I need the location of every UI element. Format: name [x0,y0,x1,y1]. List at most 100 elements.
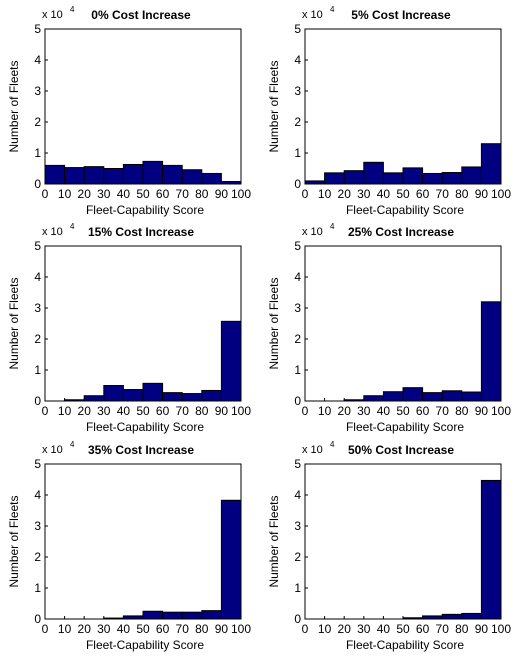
histogram-bar [64,167,85,185]
x-axis-label: Fleet-Capability Score [346,420,464,434]
y-axis-exponent: 4 [330,440,335,449]
histogram-bar [142,610,164,620]
x-axis-label: Fleet-Capability Score [86,638,204,652]
x-tick-label: 20 [78,187,92,201]
histogram-bar [422,172,443,185]
x-tick-label: 100 [491,404,511,418]
y-tick-label: 0 [294,612,301,626]
y-axis-exponent: 4 [330,5,335,14]
x-tick-label: 40 [377,622,391,636]
histogram-bar [44,164,66,185]
x-axis-label: Fleet-Capability Score [86,420,204,434]
y-tick-label: 0 [294,394,301,408]
y-axis-label: Number of Fleets [7,60,21,152]
x-tick-label: 60 [416,187,430,201]
x-tick-label: 30 [357,404,371,418]
histogram-bar [142,382,164,402]
y-tick-label: 3 [34,84,41,98]
histogram-bar [103,168,124,185]
histogram-bar [181,393,203,402]
histogram-bar [382,391,404,402]
axes-frame [44,463,242,620]
axes-frame [44,28,242,185]
y-tick-label: 3 [294,301,301,315]
histogram-bar [382,172,404,185]
histogram-bar [441,390,463,402]
x-tick-label: 10 [58,187,72,201]
axes-frame [304,245,502,402]
histogram-bar [201,610,222,620]
x-tick-label: 30 [97,404,111,418]
histogram-bar [122,163,144,185]
x-tick-label: 90 [215,622,229,636]
x-tick-label: 70 [436,404,450,418]
histogram-bar [220,499,242,620]
y-tick-label: 4 [34,488,41,502]
y-tick-label: 4 [34,270,41,284]
x-tick-label: 40 [377,404,391,418]
x-tick-label: 40 [117,622,131,636]
x-tick-label: 40 [117,187,131,201]
x-tick-label: 70 [176,404,190,418]
x-tick-label: 70 [436,622,450,636]
x-tick-label: 10 [318,404,332,418]
x-tick-label: 20 [78,622,92,636]
histogram-bar [363,395,384,402]
histogram-bar [461,391,482,402]
x-tick-label: 0 [302,404,309,418]
histogram-bar [220,320,242,402]
histogram-bar [422,392,443,402]
x-tick-label: 90 [475,187,489,201]
x-tick-label: 90 [475,622,489,636]
x-tick-label: 50 [136,622,150,636]
y-axis-multiplier: x 10 [42,444,63,456]
chart-title: 5% Cost Increase [351,8,451,22]
x-tick-label: 80 [455,404,469,418]
y-axis-multiplier: x 10 [302,444,323,456]
x-axis-label: Fleet-Capability Score [346,203,464,217]
y-tick-label: 5 [294,239,301,253]
histogram-bar [162,392,183,402]
chart-title: 35% Cost Increase [88,443,194,457]
axes-frame [44,245,242,402]
x-tick-label: 80 [195,622,209,636]
y-axis-label: Number of Fleets [267,60,281,152]
y-tick-label: 1 [294,363,301,377]
chart-title: 50% Cost Increase [348,443,454,457]
x-tick-label: 50 [136,404,150,418]
y-tick-label: 5 [294,22,301,36]
y-tick-label: 0 [34,177,41,191]
histogram-bar [142,160,164,185]
histogram-bar [103,385,124,402]
chart-panel-1: 0 10 20 30 40 50 60 70 80 90 100 0 1 2 3 4 5x 10 4 5% Cost… [267,5,511,217]
y-axis-multiplier: x 10 [42,9,63,21]
x-tick-label: 90 [475,404,489,418]
y-tick-label: 5 [34,22,41,36]
x-tick-label: 50 [396,187,410,201]
x-tick-label: 100 [491,187,511,201]
y-tick-label: 3 [294,519,301,533]
histogram-bar [441,613,463,620]
histogram-bar [122,389,144,402]
x-tick-label: 60 [416,622,430,636]
y-tick-label: 4 [34,53,41,67]
y-tick-label: 0 [34,612,41,626]
histogram-bar [402,387,424,402]
histogram-bar [201,172,222,185]
y-tick-label: 0 [34,394,41,408]
y-tick-label: 1 [294,581,301,595]
histogram-bar [162,164,183,185]
y-tick-label: 5 [294,457,301,471]
y-tick-label: 4 [294,488,301,502]
histogram-bar [162,611,183,620]
x-tick-label: 0 [302,622,309,636]
x-tick-label: 30 [357,622,371,636]
x-tick-label: 30 [97,187,111,201]
chart-panel-0: 0 10 20 30 40 50 60 70 80 90 100 0 1 2 3 4 5x 10 4 0% Cost… [7,5,251,217]
y-axis-exponent: 4 [70,222,75,231]
y-axis-label: Number of Fleets [267,495,281,587]
chart-panel-3: 0 10 20 30 40 50 60 70 80 90 100 0 1 2 3 4 5x 10 4 25% Cos… [267,222,511,434]
y-tick-label: 3 [294,84,301,98]
y-axis-label: Number of Fleets [267,277,281,369]
x-tick-label: 10 [58,622,72,636]
